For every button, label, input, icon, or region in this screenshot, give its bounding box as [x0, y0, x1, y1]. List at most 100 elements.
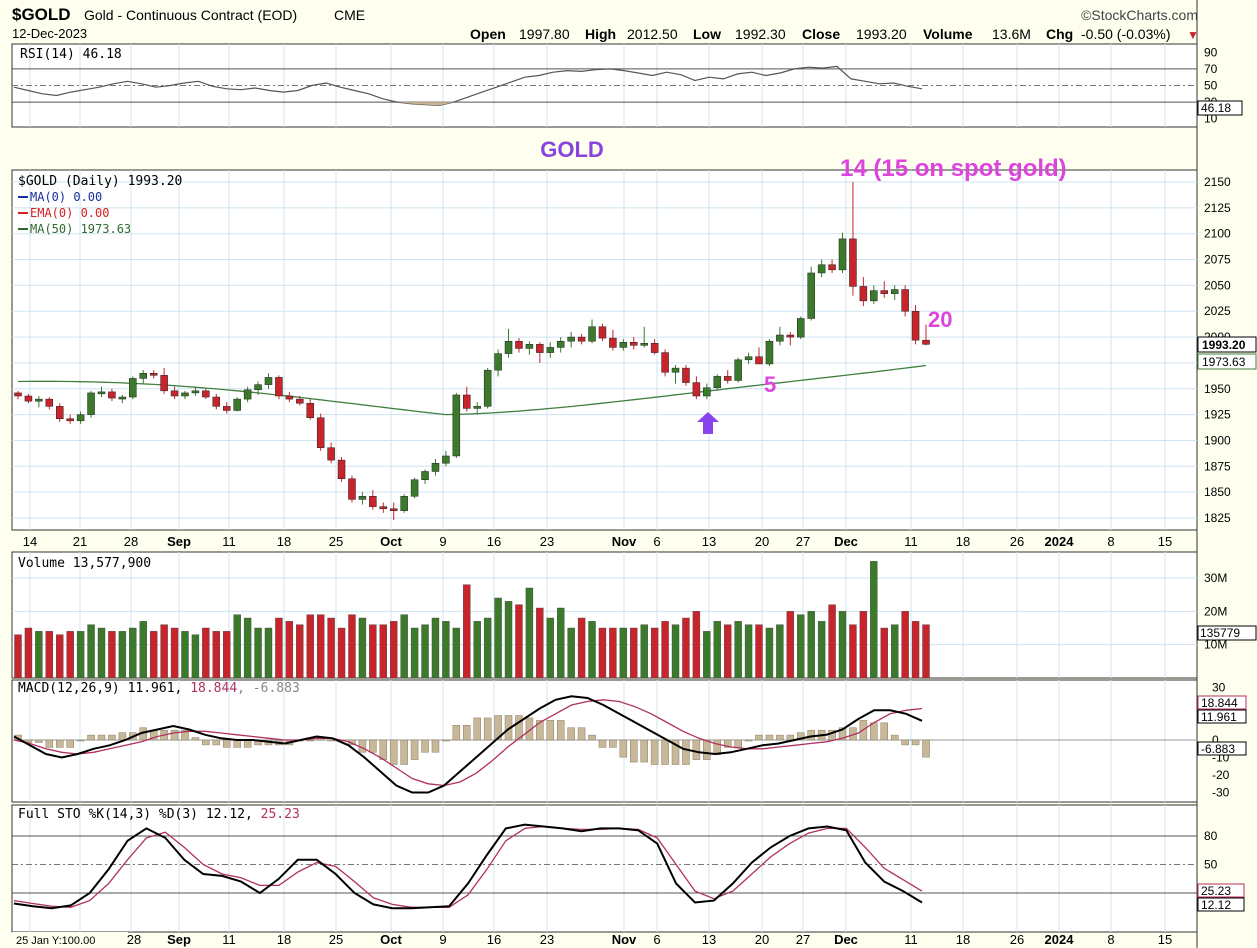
low-value: 1992.30 [735, 26, 786, 42]
volume-bar [776, 624, 784, 679]
candle [87, 392, 95, 415]
macd-tick: -30 [1212, 786, 1230, 800]
macd-hist-bar [661, 739, 669, 765]
date-tick: Sep [167, 534, 191, 549]
volume-bar [285, 621, 294, 679]
volume-bar [901, 611, 909, 679]
macd-hist-bar [389, 739, 398, 765]
date-tick: 13 [702, 932, 716, 947]
candle [817, 264, 826, 274]
svg-text:11.961: 11.961 [1201, 710, 1237, 724]
macd-hist-bar [108, 734, 116, 741]
macd-hist-bar [181, 729, 189, 741]
volume-bar [223, 631, 231, 679]
ma50-tag: 1973.63 [1197, 353, 1257, 370]
candle [400, 496, 408, 512]
volume-axis: 30M 20M 10M [1204, 571, 1227, 652]
bottom-note: 25 Jan Y:100.00 [16, 935, 95, 947]
rsi-tick: 50 [1204, 79, 1218, 93]
candle [765, 340, 774, 365]
macd-hist-bar [66, 739, 74, 748]
macd-hist-bar [870, 722, 878, 741]
date-tick: 9 [439, 534, 446, 549]
high-label: High [585, 26, 616, 42]
candle [536, 344, 544, 353]
rsi-tick: 90 [1204, 45, 1218, 59]
macd-hist-bar [24, 739, 33, 743]
candle [212, 396, 221, 407]
macd-hist-bar [431, 739, 440, 753]
volume-bar [828, 604, 836, 679]
volume-bar [473, 621, 481, 679]
macd-hist-bar [671, 739, 680, 765]
rsi-tick: 70 [1204, 62, 1218, 76]
macd-hist-bar [233, 739, 241, 748]
date-tick: 11 [904, 534, 918, 549]
macd-hist-bar [546, 720, 555, 741]
macd-hist-bar [556, 720, 565, 741]
date-tick: 20 [755, 534, 769, 549]
macd-hist-bar [463, 725, 471, 741]
date-tick: 27 [796, 534, 810, 549]
volume-tick: 10M [1204, 638, 1227, 652]
date-tick: Dec [834, 932, 858, 947]
macd-hist-bar [567, 727, 575, 741]
svg-text:-6.883: -6.883 [1201, 742, 1235, 756]
candle [755, 356, 763, 365]
candle [181, 392, 189, 397]
volume-bar [337, 627, 346, 679]
up-arrow-icon [697, 412, 719, 434]
macd-hist-bar [45, 739, 54, 748]
volume-bar [327, 617, 335, 679]
candle [254, 384, 262, 391]
macd-hist-bar [97, 734, 106, 741]
svg-text:25.23: 25.23 [1201, 884, 1231, 898]
date-tick: 9 [439, 932, 446, 947]
candlesticks [14, 182, 930, 521]
candle [588, 326, 596, 342]
volume-bar [431, 617, 440, 679]
brand-label[interactable]: ©StockCharts.com [1081, 7, 1198, 23]
candle [45, 398, 54, 407]
volume-bar [45, 631, 54, 679]
volume-bar [66, 631, 74, 679]
macd-tick: -20 [1212, 768, 1230, 782]
date-tick: 23 [540, 932, 554, 947]
macd-hist-bar [880, 722, 889, 741]
date-tick: 13 [702, 534, 716, 549]
candle [650, 343, 659, 353]
peak-annotation: 14 (15 on spot gold) [840, 155, 1067, 182]
legend-ma50: MA(50) 1973.63 [30, 222, 131, 236]
macd-hist-bar [306, 739, 314, 742]
macd-hist-bar [838, 727, 847, 741]
candle [890, 289, 899, 294]
price-tick: 2100 [1204, 227, 1231, 241]
macd-hist-bar [243, 739, 252, 748]
candle [901, 289, 909, 312]
date-tick: Dec [834, 534, 858, 549]
date-tick: 2024 [1045, 534, 1075, 549]
date-tick: 18 [277, 932, 291, 947]
volume-bar [630, 627, 638, 679]
macd-hist-bar [598, 739, 607, 748]
date-tick: 16 [487, 932, 501, 947]
candle [442, 455, 450, 464]
candle [191, 390, 200, 394]
svg-text:18.844: 18.844 [1201, 696, 1238, 710]
candle [410, 479, 419, 497]
volume-bar [880, 627, 888, 679]
chg-label: Chg [1046, 26, 1073, 42]
volume-bar [24, 627, 33, 679]
date-tick: Oct [380, 932, 402, 947]
volume-bar [56, 634, 64, 679]
chg-value: -0.50 (-0.03%) [1081, 26, 1170, 42]
legend-price: $GOLD (Daily) 1993.20 [18, 174, 182, 189]
date-label: 12-Dec-2023 [12, 26, 87, 41]
volume-bar [640, 624, 648, 679]
volume-bar [212, 631, 220, 679]
price-tick: 1850 [1204, 485, 1231, 499]
candle [316, 417, 325, 448]
candle [567, 336, 575, 342]
candle [337, 459, 346, 479]
candle [515, 340, 523, 349]
